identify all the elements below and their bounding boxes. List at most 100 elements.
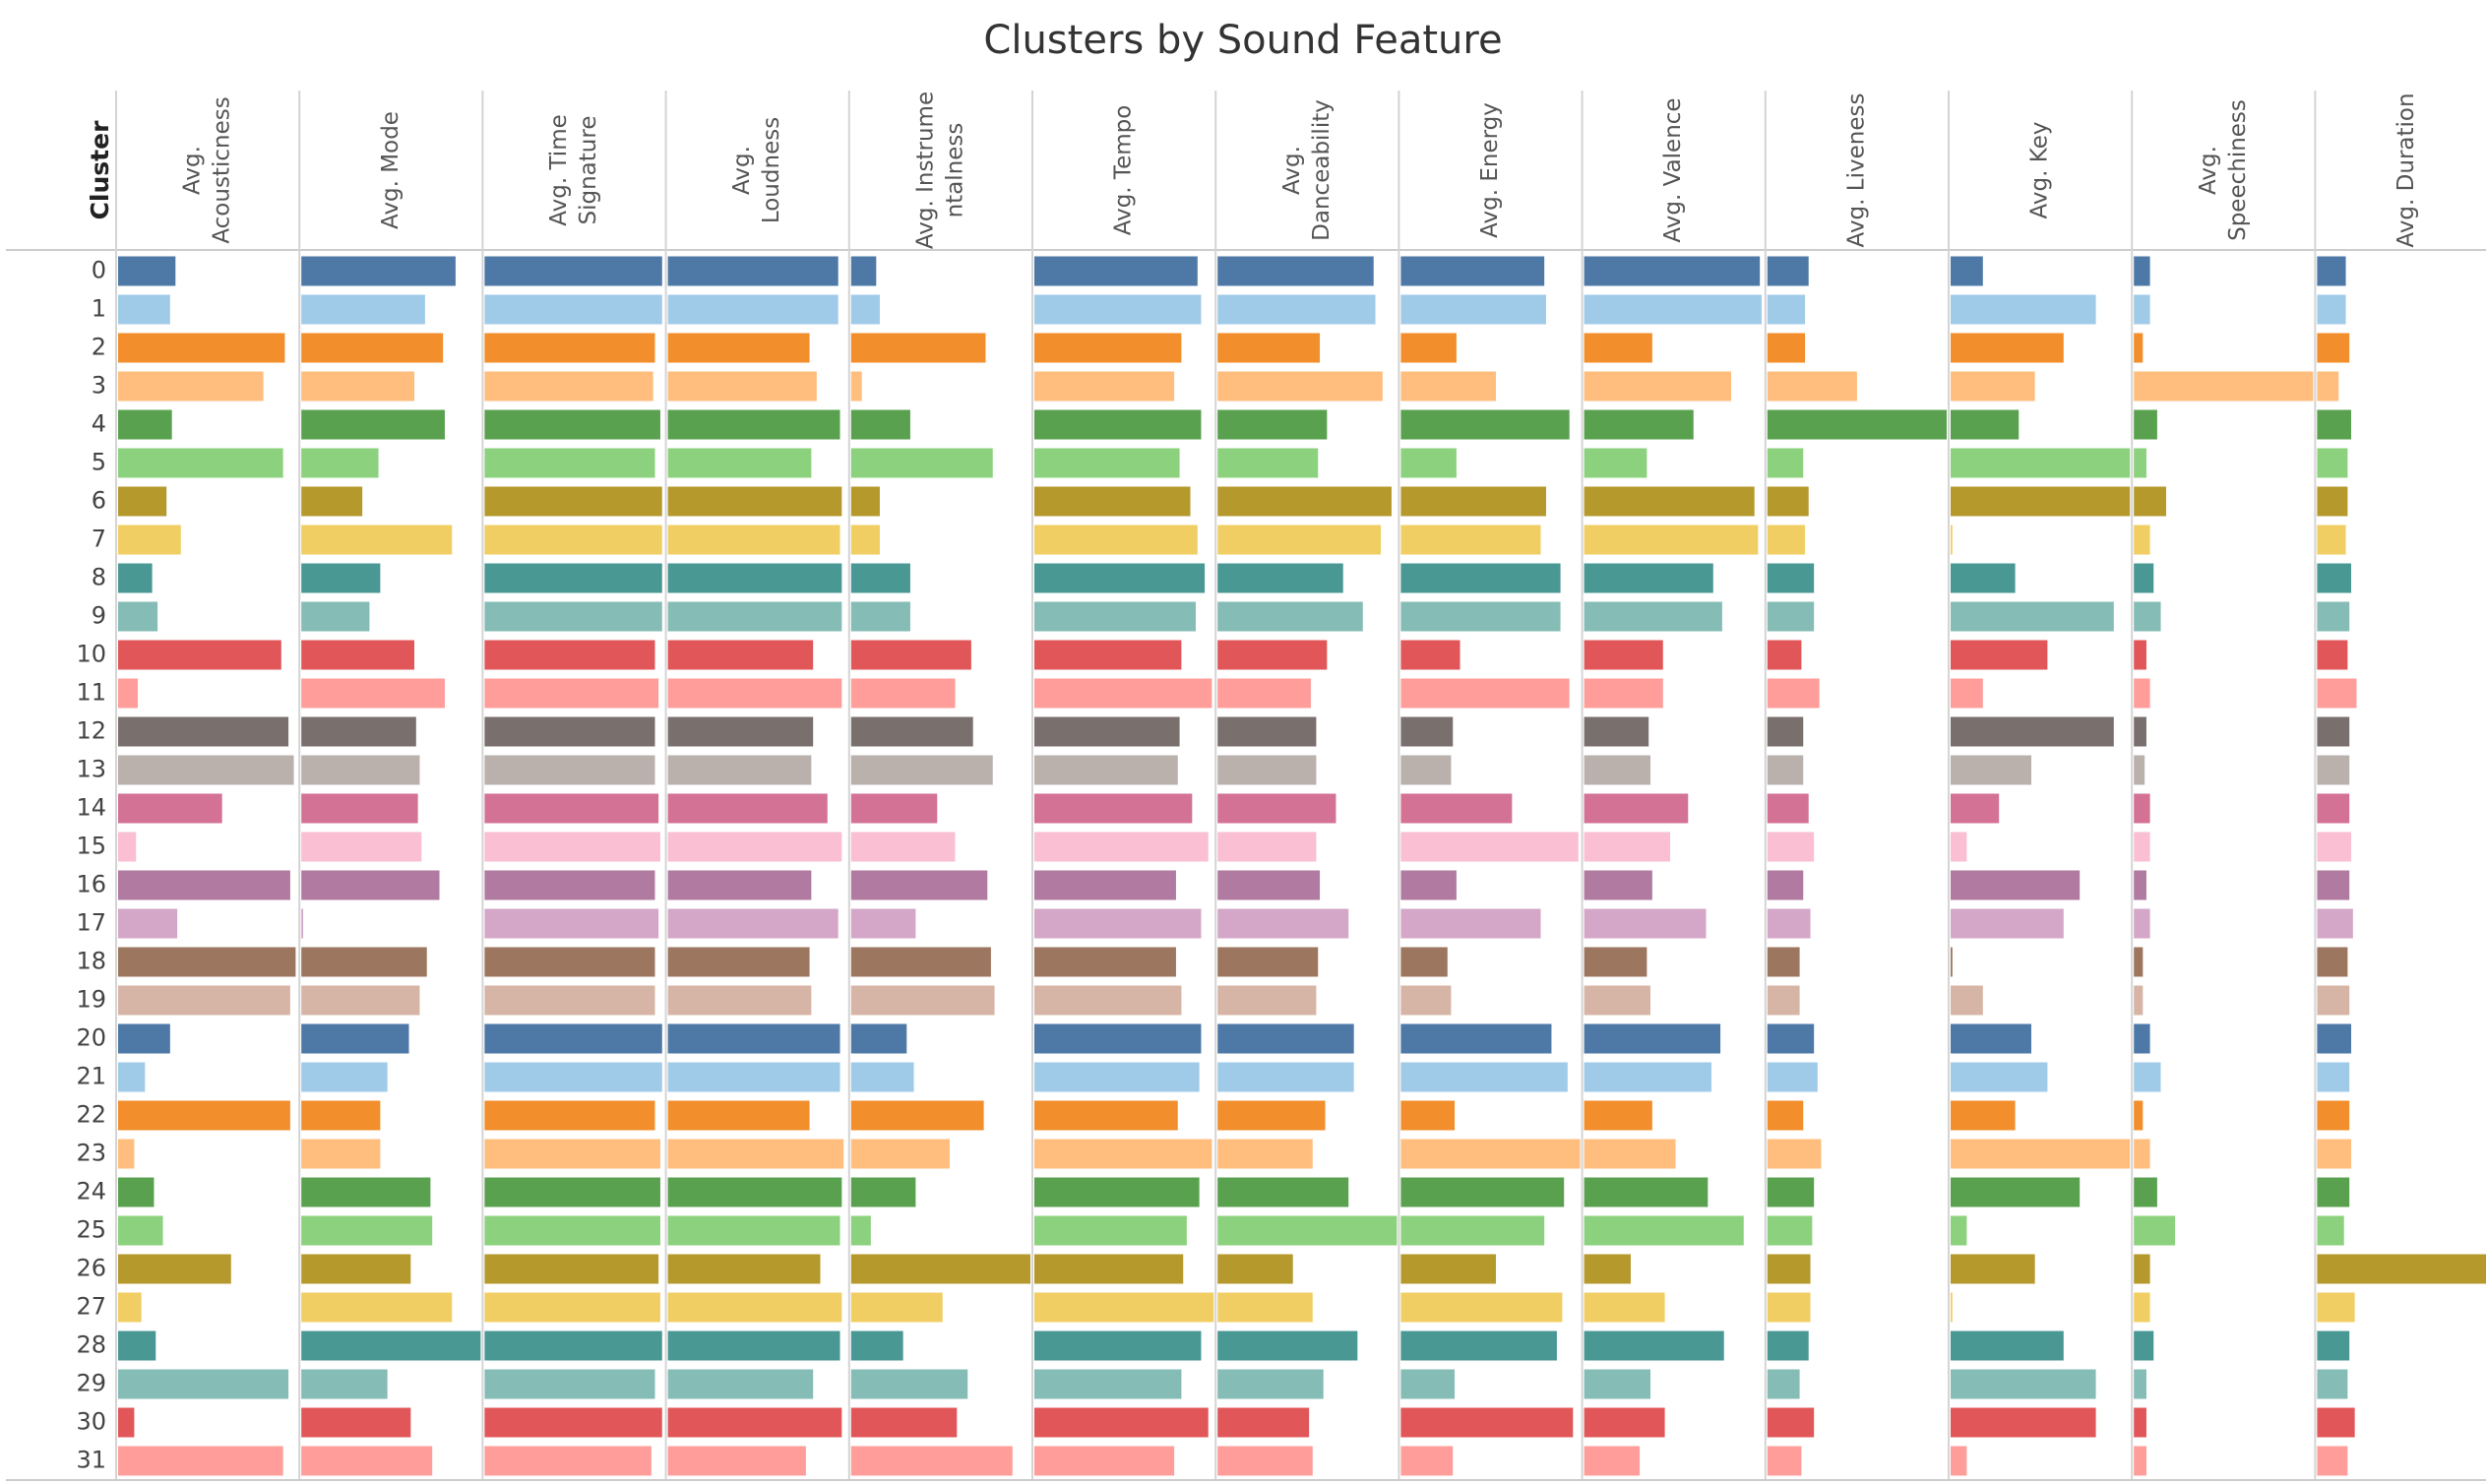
bar [1584, 1254, 1631, 1284]
bar [850, 1100, 984, 1131]
column-label: Avg. [2196, 146, 2221, 195]
bar [2317, 563, 2352, 593]
bar [1217, 409, 1328, 440]
bar [301, 486, 363, 517]
bar [1034, 947, 1176, 977]
row-label: 17 [76, 909, 106, 937]
bar [1034, 1100, 1178, 1131]
row-label: 6 [92, 487, 106, 515]
bar [118, 448, 283, 478]
bar [1584, 525, 1759, 555]
column-label: Avg. Duration [2393, 93, 2419, 247]
row-label: 10 [76, 641, 106, 668]
bar [1400, 908, 1541, 939]
bar [1034, 333, 1182, 363]
bar [1400, 1215, 1545, 1246]
bar [484, 448, 655, 478]
bar [1034, 755, 1178, 785]
bar [667, 1330, 840, 1361]
bar [850, 409, 910, 440]
bar [1584, 908, 1707, 939]
bar [1767, 1369, 1800, 1399]
row-label: 14 [76, 794, 106, 822]
bar [1584, 1023, 1721, 1054]
bar [1951, 793, 2000, 824]
bar [1400, 486, 1546, 517]
bar [1584, 870, 1652, 900]
bar [2134, 525, 2150, 555]
bar [2134, 1177, 2157, 1207]
bar [850, 601, 910, 632]
bar [1767, 1023, 1815, 1054]
bar [2317, 1254, 2486, 1284]
bar [2317, 256, 2346, 286]
row-label: 31 [76, 1447, 106, 1474]
bar [1400, 409, 1570, 440]
row-label: 23 [76, 1140, 106, 1167]
bar [1767, 563, 1815, 593]
bar [118, 1023, 170, 1054]
bar [1400, 1100, 1456, 1131]
bar [2134, 563, 2154, 593]
bar [850, 947, 991, 977]
column-label: Avg. [729, 146, 755, 195]
bar [2134, 294, 2150, 325]
bar [2134, 832, 2150, 862]
bar [1034, 1446, 1175, 1476]
bar [1217, 525, 1382, 555]
bar [301, 870, 440, 900]
bar [2317, 409, 2352, 440]
bar [667, 832, 842, 862]
bar [667, 563, 842, 593]
bar [1767, 1330, 1809, 1361]
bar [1951, 1139, 2131, 1169]
bar [1951, 448, 2131, 478]
column-label: Avg. Tempo [1111, 105, 1137, 236]
bar [1951, 525, 1953, 555]
bar [1034, 1177, 1200, 1207]
bar [484, 1254, 659, 1284]
bar [850, 640, 971, 670]
bar [1584, 1407, 1665, 1438]
bar [118, 1254, 231, 1284]
bar [1584, 601, 1722, 632]
bar [850, 1292, 943, 1323]
bar [118, 793, 222, 824]
bar [118, 640, 281, 670]
bar [1217, 640, 1328, 670]
bar [850, 1215, 871, 1246]
bar [484, 256, 662, 286]
bar [118, 525, 181, 555]
bar [667, 486, 842, 517]
bar [850, 793, 938, 824]
bar [2317, 716, 2350, 747]
bar [484, 1062, 662, 1092]
column-label: ntalness [942, 123, 967, 218]
bar [2317, 1292, 2355, 1323]
bar [1034, 486, 1191, 517]
bar [667, 1177, 842, 1207]
bar [484, 793, 659, 824]
bar [2317, 333, 2350, 363]
bar [850, 716, 973, 747]
bar [850, 294, 880, 325]
row-label: 4 [92, 410, 106, 438]
bar [484, 640, 655, 670]
bar [118, 333, 285, 363]
bar [1951, 1292, 1953, 1323]
bar [2134, 1407, 2146, 1438]
bar [2134, 640, 2146, 670]
bar [850, 371, 862, 402]
bar [1951, 678, 1983, 709]
bar [1217, 1215, 1398, 1246]
bar [1767, 1177, 1815, 1207]
bar [1584, 716, 1649, 747]
bar [1951, 755, 2031, 785]
bar [301, 409, 445, 440]
bar [484, 870, 655, 900]
bar [118, 563, 153, 593]
bar [850, 1254, 1030, 1284]
bar [301, 1254, 411, 1284]
bar [1951, 256, 1983, 286]
bar [1400, 947, 1448, 977]
